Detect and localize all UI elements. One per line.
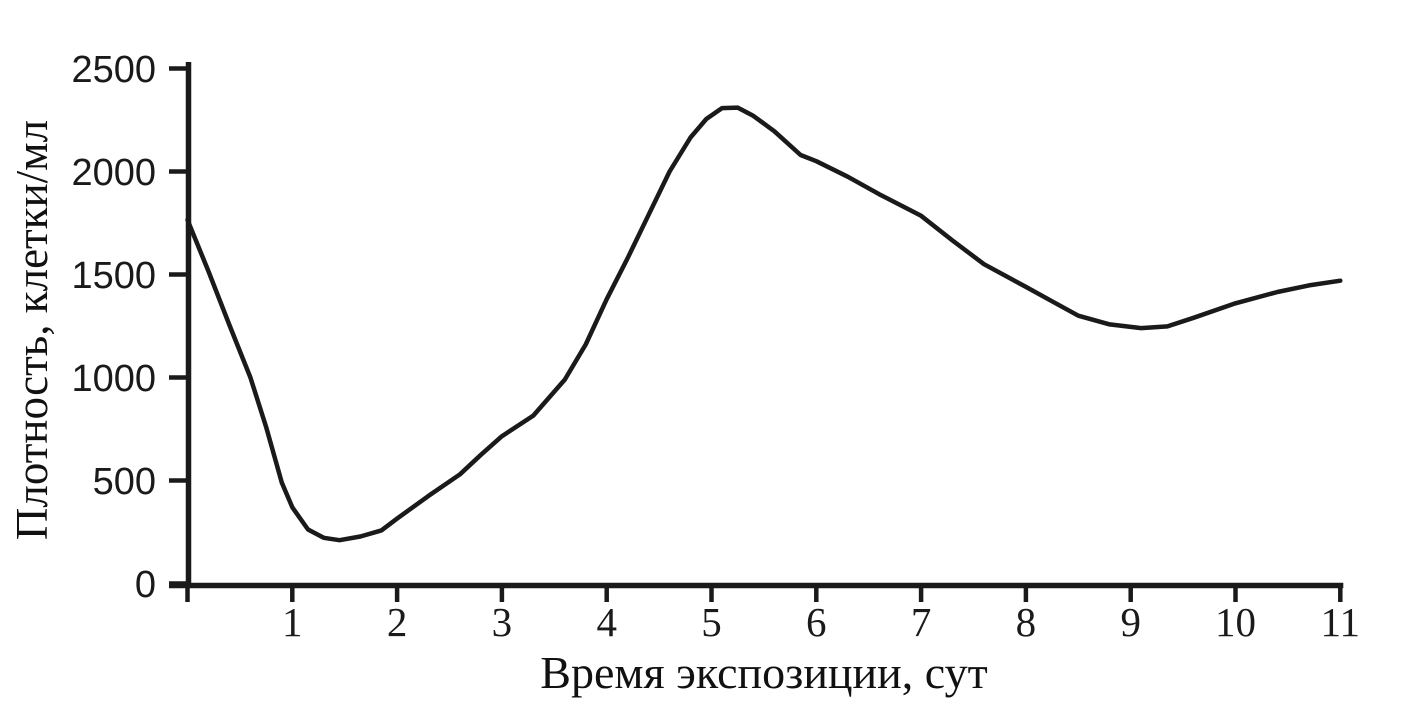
x-tick-label: 5 xyxy=(701,599,722,645)
y-tick-label: 2000 xyxy=(71,152,156,194)
x-tick-label: 7 xyxy=(911,599,932,645)
x-axis-title: Время экспозиции, сут xyxy=(540,647,988,698)
x-tick-label: 10 xyxy=(1215,599,1256,645)
y-tick-label: 500 xyxy=(93,461,156,503)
x-tick-label: 1 xyxy=(282,599,303,645)
x-tick-label: 11 xyxy=(1321,599,1360,645)
density-curve xyxy=(185,105,1343,543)
y-tick-label: 1500 xyxy=(71,255,156,297)
y-tick-label: 1000 xyxy=(71,358,156,400)
y-tick-label: 2500 xyxy=(71,49,156,91)
x-tick-label: 2 xyxy=(387,599,408,645)
x-tick-label: 3 xyxy=(492,599,513,645)
y-tick-label: 0 xyxy=(135,564,156,606)
x-tick-label: 4 xyxy=(596,599,617,645)
y-axis-title: Плотность, клетки/мл xyxy=(7,119,57,541)
x-tick-label: 9 xyxy=(1120,599,1141,645)
x-tick-label: 8 xyxy=(1016,599,1037,645)
x-tick-label: 6 xyxy=(806,599,827,645)
